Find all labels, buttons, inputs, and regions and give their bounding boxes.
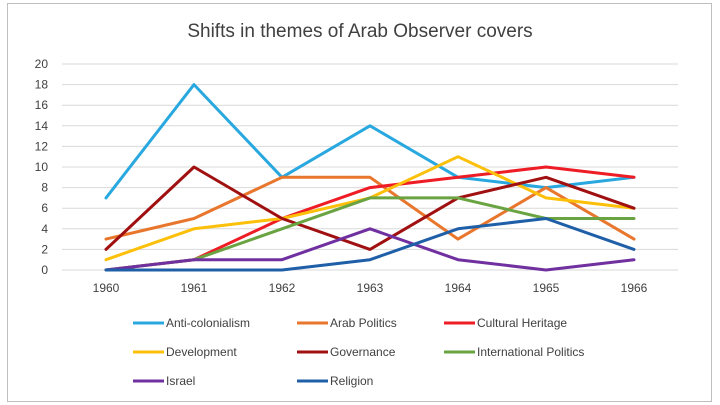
x-tick-label: 1966 [621,281,648,295]
x-tick-label: 1961 [181,281,208,295]
series-line-israel [104,227,636,272]
legend-label-arab-politics: Arab Politics [330,316,397,330]
x-tick-label: 1963 [357,281,384,295]
y-tick-label: 16 [35,98,49,112]
x-tick-label: 1964 [445,281,472,295]
x-tick-label: 1962 [269,281,296,295]
legend-label-cultural-heritage: Cultural Heritage [477,316,567,330]
y-tick-label: 10 [35,160,49,174]
x-tick-label: 1960 [93,281,120,295]
legend: Anti-colonialism Arab Politics Cultural He… [133,316,584,388]
y-tick-label: 0 [41,263,48,277]
x-tick-label: 1965 [533,281,560,295]
legend-label-anti-colonialism: Anti-colonialism [166,316,250,330]
y-tick-label: 2 [41,242,48,256]
x-axis-ticks: 1960 1961 1962 1963 1964 1965 1966 [93,281,648,295]
series-line-religion [104,217,636,272]
y-axis-ticks: 0 2 4 6 8 10 12 14 16 18 20 [35,57,49,277]
y-tick-label: 12 [35,139,49,153]
y-tick-label: 18 [35,78,49,92]
legend-label-israel: Israel [166,374,195,388]
legend-label-development: Development [166,345,237,359]
y-tick-label: 20 [35,57,49,71]
series-line-governance [104,165,636,251]
legend-label-international-politics: International Politics [477,345,584,359]
y-tick-label: 8 [41,181,48,195]
y-tick-label: 4 [41,222,48,236]
y-tick-label: 14 [35,119,49,133]
y-tick-label: 6 [41,201,48,215]
legend-label-governance: Governance [330,345,396,359]
series-line-arab-politics [104,175,636,241]
series-lines [104,83,636,272]
gridlines [62,63,678,271]
legend-label-religion: Religion [330,374,373,388]
chart-title: Shifts in themes of Arab Observer covers [187,21,532,42]
